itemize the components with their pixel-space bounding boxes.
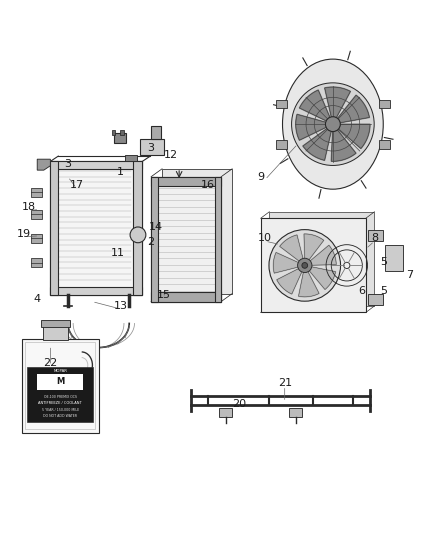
Text: 14: 14 [148, 222, 162, 232]
Bar [25, 342, 95, 430]
Bar [43, 325, 68, 340]
Text: 19: 19 [17, 229, 31, 239]
Bar [31, 258, 42, 268]
Bar [31, 209, 42, 219]
Bar [385, 245, 403, 271]
Polygon shape [325, 87, 350, 118]
Circle shape [269, 230, 341, 301]
Bar [50, 161, 142, 169]
Text: DO NOT ADD WATER: DO NOT ADD WATER [43, 414, 77, 418]
Bar [276, 100, 286, 108]
Bar [219, 408, 232, 417]
Bar [151, 126, 161, 140]
Text: M: M [56, 377, 64, 386]
Bar [31, 188, 42, 197]
Bar [151, 177, 221, 187]
Text: 5: 5 [380, 257, 387, 267]
Polygon shape [303, 128, 331, 160]
Text: 22: 22 [43, 358, 57, 368]
Bar [379, 140, 390, 149]
Bar [276, 140, 286, 149]
Bar [120, 130, 124, 135]
Text: OE-100 PREMIX OCS: OE-100 PREMIX OCS [44, 395, 77, 399]
Bar [379, 100, 390, 108]
Bar [151, 292, 221, 302]
Bar [289, 408, 302, 417]
Polygon shape [300, 90, 330, 121]
Circle shape [292, 83, 374, 165]
Circle shape [297, 259, 312, 272]
Bar [22, 339, 99, 433]
Polygon shape [338, 95, 370, 123]
Bar [31, 233, 42, 243]
Text: 3: 3 [148, 143, 155, 154]
Bar [261, 219, 366, 312]
Bar [133, 161, 142, 295]
Bar [27, 367, 93, 422]
Polygon shape [37, 159, 50, 170]
Polygon shape [331, 130, 356, 161]
Polygon shape [277, 269, 302, 294]
Text: 20: 20 [232, 399, 246, 409]
Text: 2: 2 [148, 237, 155, 247]
Polygon shape [310, 245, 336, 265]
Text: 8: 8 [371, 233, 378, 243]
Bar [140, 140, 164, 155]
Text: 7: 7 [406, 270, 413, 280]
Text: 11: 11 [111, 248, 125, 259]
Text: 16: 16 [201, 181, 215, 190]
Text: 5 YEAR / 150,000 MILE: 5 YEAR / 150,000 MILE [42, 408, 79, 411]
Text: 3: 3 [64, 159, 71, 168]
Bar [215, 177, 221, 302]
Polygon shape [339, 124, 370, 149]
Text: ANTIFREEZE / COOLANT: ANTIFREEZE / COOLANT [39, 401, 82, 405]
Bar [151, 177, 221, 302]
Text: 6: 6 [358, 286, 365, 296]
Polygon shape [162, 169, 232, 294]
Bar [114, 133, 126, 142]
Circle shape [302, 263, 307, 268]
Text: 10: 10 [258, 233, 272, 243]
Bar [368, 230, 383, 240]
Polygon shape [309, 267, 336, 289]
Bar [125, 155, 137, 161]
Bar [151, 177, 158, 302]
Text: 12: 12 [164, 150, 178, 160]
Bar [50, 161, 142, 295]
Bar [368, 294, 383, 304]
Circle shape [130, 227, 146, 243]
Polygon shape [269, 212, 374, 306]
Polygon shape [299, 272, 319, 297]
Bar [37, 375, 83, 390]
Bar [50, 287, 142, 295]
Text: 4: 4 [34, 294, 41, 304]
Text: 17: 17 [70, 181, 84, 190]
Text: 15: 15 [157, 290, 171, 300]
Circle shape [325, 117, 340, 132]
Polygon shape [280, 235, 303, 261]
Text: 13: 13 [113, 301, 127, 311]
Text: 5: 5 [380, 286, 387, 296]
Bar [112, 130, 115, 135]
Text: 21: 21 [278, 377, 292, 387]
Bar [41, 320, 70, 327]
Polygon shape [304, 234, 324, 260]
Text: 9: 9 [257, 172, 264, 182]
Polygon shape [273, 253, 298, 273]
Polygon shape [296, 114, 326, 140]
Bar [50, 161, 58, 295]
Text: MOPAR: MOPAR [53, 369, 67, 374]
Text: 1: 1 [117, 167, 124, 177]
Ellipse shape [283, 59, 383, 189]
Text: 18: 18 [21, 203, 35, 212]
